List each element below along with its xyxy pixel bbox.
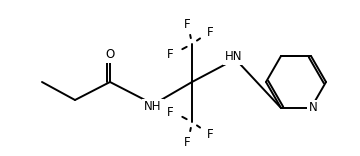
Text: F: F (184, 136, 190, 149)
Text: F: F (207, 25, 213, 39)
Text: HN: HN (225, 51, 243, 63)
Text: O: O (105, 49, 114, 61)
Text: F: F (167, 47, 173, 61)
Text: N: N (309, 102, 318, 115)
Text: F: F (184, 17, 190, 31)
Text: NH: NH (144, 100, 162, 114)
Text: F: F (167, 105, 173, 119)
Text: F: F (207, 127, 213, 141)
